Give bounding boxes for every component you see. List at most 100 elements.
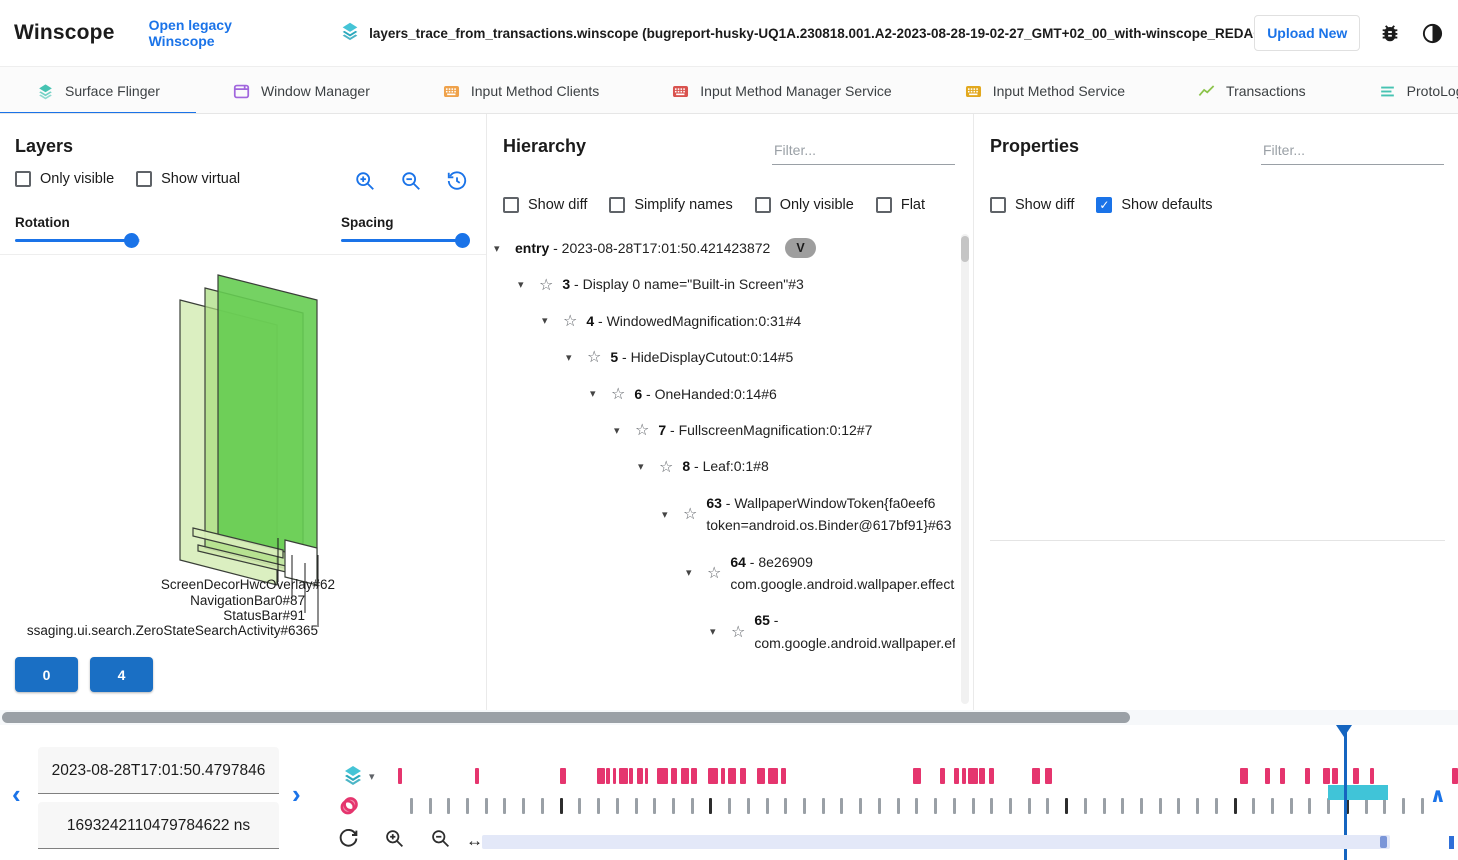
timeline-cursor[interactable] — [1344, 725, 1348, 860]
transaction-tick[interactable] — [690, 798, 694, 814]
sf-event-mark[interactable] — [1369, 768, 1374, 784]
sf-event-mark[interactable] — [989, 768, 994, 784]
sf-event-mark[interactable] — [612, 768, 616, 784]
tree-node-entry[interactable]: ▾ entry - 2023-08-28T17:01:50.421423872 V — [494, 230, 955, 266]
expand-arrow-icon[interactable]: ▾ — [638, 461, 644, 474]
star-icon[interactable]: ☆ — [659, 458, 674, 476]
checkbox-box[interactable]: ✓ — [1096, 197, 1113, 213]
transaction-tick[interactable] — [1420, 798, 1424, 814]
tab-input-method-clients[interactable]: Input Method Clients — [406, 67, 635, 113]
tab-protolog[interactable]: ProtoLog — [1342, 67, 1458, 113]
transaction-tick[interactable] — [1139, 798, 1143, 814]
expand-arrow-icon[interactable]: ▾ — [614, 424, 620, 437]
checkbox-box[interactable] — [609, 197, 626, 213]
checkbox-box[interactable] — [754, 197, 771, 213]
transaction-tick[interactable] — [447, 798, 451, 814]
transaction-tick[interactable] — [990, 798, 994, 814]
sf-event-mark[interactable] — [768, 768, 778, 784]
star-icon[interactable]: ☆ — [683, 506, 698, 524]
expand-arrow-icon[interactable]: ▾ — [686, 567, 692, 580]
pan-resize-icon[interactable]: ↔ — [466, 831, 483, 850]
transaction-tick[interactable] — [728, 798, 732, 814]
expand-arrow-icon[interactable]: ▾ — [566, 351, 572, 364]
transaction-tick[interactable] — [934, 798, 938, 814]
hierarchy-checkbox-flat[interactable]: Flat — [875, 197, 925, 213]
transaction-tick[interactable] — [1271, 798, 1275, 814]
transaction-tick[interactable] — [559, 798, 563, 814]
tree-node-5[interactable]: ▾ ☆ 5 - HideDisplayCutout:0:14#5 — [494, 339, 955, 375]
expand-arrow-icon[interactable]: ▾ — [542, 315, 548, 328]
sf-event-mark[interactable] — [962, 768, 966, 784]
transaction-tick[interactable] — [578, 798, 582, 814]
collapse-timeline-chevron[interactable]: ∧ — [1429, 785, 1446, 807]
tab-input-method-service[interactable]: Input Method Service — [928, 67, 1161, 113]
sf-event-mark[interactable] — [619, 768, 629, 784]
properties-filter-input[interactable] — [1261, 140, 1444, 165]
upload-new-button[interactable]: Upload New — [1254, 15, 1361, 51]
transaction-tick[interactable] — [840, 798, 844, 814]
timeline-refresh-icon[interactable] — [338, 828, 359, 854]
timeline-zoom-in-icon[interactable] — [384, 828, 405, 854]
transaction-tick[interactable] — [1083, 798, 1087, 814]
horizontal-scrollbar[interactable] — [0, 710, 1458, 725]
sf-event-mark[interactable] — [707, 768, 718, 784]
sf-event-mark[interactable] — [680, 768, 689, 784]
tree-node-7[interactable]: ▾ ☆ 7 - FullscreenMagnification:0:12#7 — [494, 412, 955, 448]
sf-event-mark[interactable] — [780, 768, 786, 784]
sf-event-mark[interactable] — [1352, 768, 1359, 784]
tree-node-4[interactable]: ▾ ☆ 4 - WindowedMagnification:0:31#4 — [494, 303, 955, 339]
sf-event-mark[interactable] — [728, 768, 737, 784]
open-legacy-link[interactable]: Open legacy Winscope — [148, 17, 232, 49]
expand-arrow-icon[interactable]: ▾ — [590, 388, 596, 401]
report-bug-icon[interactable] — [1378, 20, 1402, 46]
sf-event-mark[interactable] — [657, 768, 669, 784]
properties-checkbox-show-diff[interactable]: Show diff — [990, 197, 1074, 213]
layers-3d-view[interactable]: ScreenDecorHwcOverlay#62 NavigationBar0#8… — [0, 254, 486, 674]
transaction-tick[interactable] — [896, 798, 900, 814]
transaction-tick[interactable] — [821, 798, 825, 814]
timeline-zoom-out-icon[interactable] — [430, 828, 451, 854]
checkbox-box[interactable] — [503, 197, 519, 213]
zoom-in-icon[interactable] — [354, 170, 376, 197]
sf-event-mark[interactable] — [979, 768, 985, 784]
transaction-tick[interactable] — [503, 798, 507, 814]
sf-event-mark[interactable] — [1332, 768, 1339, 784]
layer-id-button-4[interactable]: 4 — [90, 657, 153, 692]
transaction-tick[interactable] — [1383, 798, 1387, 814]
layer-id-button-0[interactable]: 0 — [15, 657, 78, 692]
sf-event-mark[interactable] — [954, 768, 960, 784]
transaction-tick[interactable] — [1027, 798, 1031, 814]
expand-arrow-icon[interactable]: ▾ — [662, 508, 668, 521]
transaction-tick[interactable] — [1214, 798, 1218, 814]
reset-view-icon[interactable] — [446, 170, 468, 197]
sf-event-mark[interactable] — [1031, 768, 1040, 784]
timeline-zoom-handle[interactable] — [1380, 836, 1387, 848]
sf-event-mark[interactable] — [967, 768, 978, 784]
sf-event-mark[interactable] — [397, 768, 402, 784]
rotation-slider[interactable]: Rotation — [15, 215, 140, 255]
checkbox-box[interactable] — [990, 197, 1006, 213]
transaction-tick[interactable] — [746, 798, 750, 814]
checkbox-box[interactable] — [15, 171, 31, 187]
sf-event-mark[interactable] — [637, 768, 644, 784]
transaction-tick[interactable] — [634, 798, 638, 814]
sf-event-mark[interactable] — [644, 768, 648, 784]
timestamp-human-field[interactable]: 2023-08-28T17:01:50.4797846 — [38, 747, 279, 794]
checkbox-box[interactable] — [136, 171, 153, 187]
timeline-cursor-handle[interactable] — [1336, 725, 1353, 737]
transaction-tick[interactable] — [1364, 798, 1368, 814]
transaction-tick[interactable] — [859, 798, 863, 814]
transaction-tick[interactable] — [877, 798, 881, 814]
transaction-tick[interactable] — [952, 798, 956, 814]
layers-checkbox-only-visible[interactable]: Only visible — [15, 171, 114, 187]
sf-event-mark[interactable] — [606, 768, 610, 784]
transaction-tick[interactable] — [1102, 798, 1106, 814]
transaction-tick[interactable] — [1121, 798, 1125, 814]
expand-arrow-icon[interactable]: ▾ — [494, 242, 500, 255]
star-icon[interactable]: ☆ — [587, 349, 602, 367]
transaction-tick[interactable] — [540, 798, 544, 814]
transaction-tick[interactable] — [1402, 798, 1406, 814]
sf-event-mark[interactable] — [628, 768, 633, 784]
hierarchy-scrollbar[interactable] — [961, 234, 969, 704]
transaction-tick[interactable] — [1177, 798, 1181, 814]
